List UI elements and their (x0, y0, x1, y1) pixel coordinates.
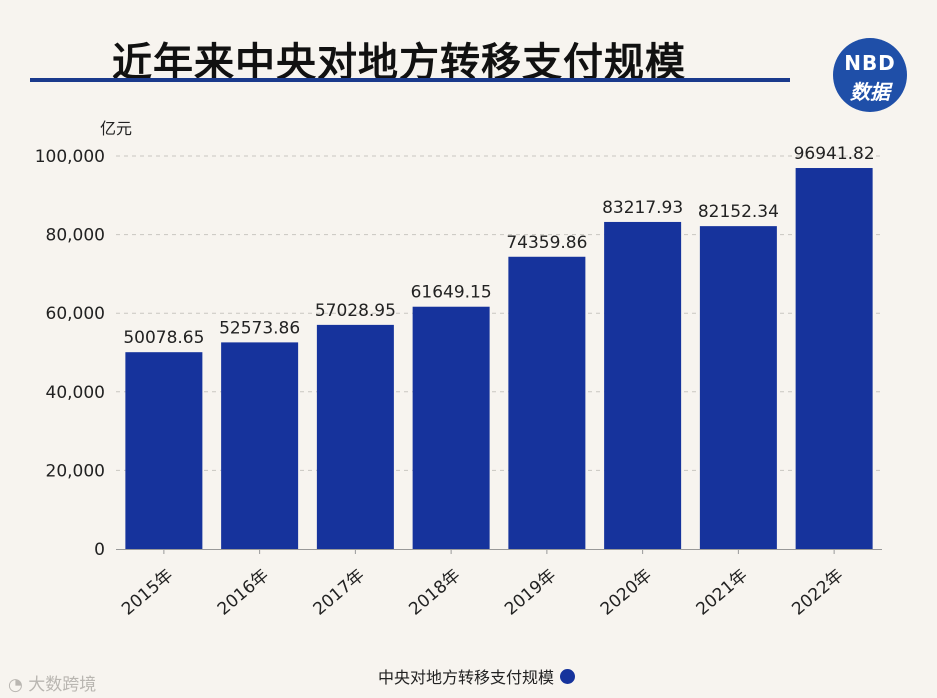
logo-text-data: 数据 (850, 80, 890, 104)
bar (795, 168, 873, 549)
bar-value-label: 83217.93 (602, 198, 683, 218)
bars (125, 168, 873, 549)
y-tick-label: 80,000 (46, 226, 105, 246)
bar-value-label: 82152.34 (698, 202, 779, 222)
source-watermark: ◔ 大数跨境 (8, 670, 96, 695)
x-tick-label: 2017年 (310, 566, 369, 620)
bar-value-label: 61649.15 (411, 283, 492, 303)
bar (125, 352, 203, 549)
x-tick-label: 2016年 (214, 566, 273, 620)
nbd-logo: NBD 数据 (833, 38, 907, 112)
y-tick-label: 0 (94, 540, 105, 560)
y-axis: 亿元 0 20,000 40,000 60,000 80,000 100,000 (35, 119, 132, 560)
x-tick-label: 2015年 (118, 566, 177, 620)
y-axis-unit-label: 亿元 (100, 119, 132, 138)
x-tick-label: 2021年 (693, 566, 752, 620)
bar (508, 256, 586, 549)
y-tick-label: 60,000 (46, 304, 105, 324)
bar-value-label: 74359.86 (506, 233, 587, 253)
legend: 中央对地方转移支付规模 (378, 664, 576, 688)
bar-value-label: 50078.65 (123, 328, 204, 348)
legend-label: 中央对地方转移支付规模 (378, 668, 555, 687)
y-tick-label: 20,000 (46, 461, 105, 481)
x-axis: 2015年 2016年 2017年 2018年 2019年 2020年 2021年 2022年 (118, 549, 847, 620)
bar (316, 324, 394, 549)
x-tick-label: 2020年 (597, 566, 656, 620)
legend-marker (560, 668, 576, 684)
source-text: 大数跨境 (28, 675, 97, 695)
x-tick-label: 2018年 (405, 566, 464, 620)
gridlines (116, 155, 882, 550)
title-underline (30, 78, 790, 82)
y-tick-label: 40,000 (46, 383, 105, 403)
bar-value-label: 52573.86 (219, 318, 300, 338)
x-tick-label: 2019年 (501, 566, 560, 620)
x-tick-label: 2022年 (788, 566, 847, 620)
bar-value-label: 57028.95 (315, 301, 396, 321)
logo-text-nbd: NBD (844, 51, 896, 75)
bar-value-label: 96941.82 (794, 144, 875, 164)
y-tick-label: 100,000 (35, 147, 105, 167)
bar (699, 226, 777, 549)
bar (604, 221, 682, 549)
bar (412, 306, 490, 549)
value-labels: 50078.65 52573.86 57028.95 61649.15 74359.86… (123, 144, 874, 348)
source-icon: ◔ (8, 675, 23, 695)
bar (221, 342, 299, 549)
